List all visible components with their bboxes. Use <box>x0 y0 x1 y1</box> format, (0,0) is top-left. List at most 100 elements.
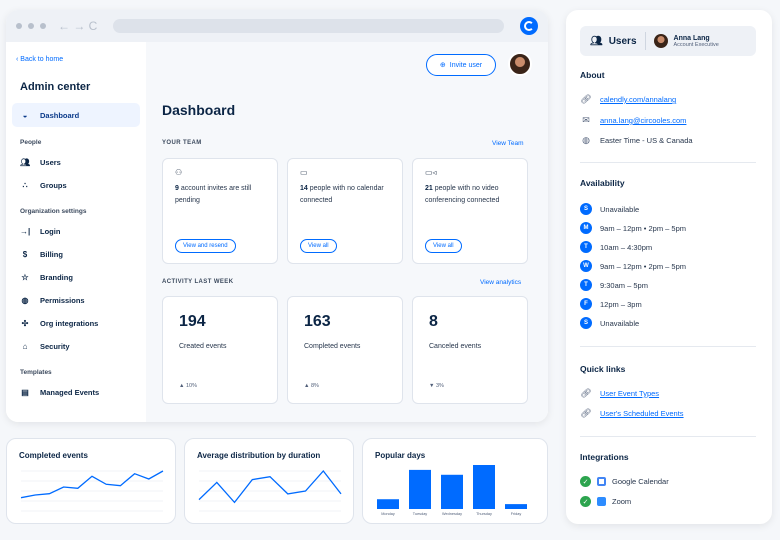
team-card-desc: people with no video conferencing connec… <box>425 185 500 204</box>
divider <box>580 436 756 437</box>
google-calendar-icon <box>597 477 606 486</box>
sidebar-item-label: Login <box>40 226 61 236</box>
panel-header: 👥︎ Users Anna Lang Account Executive <box>580 26 756 56</box>
sidebar-item-managed-events[interactable]: ▤ Managed Events <box>12 381 140 403</box>
tick-label: Thursday <box>476 512 492 516</box>
bar-monday <box>377 499 399 509</box>
add-user-icon: ⊕ <box>439 62 446 69</box>
window-dot[interactable] <box>40 23 46 29</box>
sidebar-item-groups[interactable]: ∴ Groups <box>12 174 140 196</box>
website-link[interactable]: calendly.com/annalang <box>600 95 677 104</box>
email-link[interactable]: anna.lang@circooles.com <box>600 116 687 125</box>
star-icon: ☆ <box>21 272 29 282</box>
availability-heading: Availability <box>580 178 625 188</box>
sidebar-item-label: Groups <box>40 180 67 190</box>
sidebar-item-org-integrations[interactable]: ✣ Org integrations <box>12 312 140 334</box>
sidebar-item-security[interactable]: ⌂ Security <box>12 335 140 357</box>
day-badge: W <box>580 260 592 272</box>
view-and-resend-button[interactable]: View and resend <box>175 239 236 253</box>
user-identity: Anna Lang Account Executive <box>674 35 719 48</box>
integrations-icon: ✣ <box>21 318 29 328</box>
quick-links-heading: Quick links <box>580 364 626 374</box>
avatar[interactable] <box>508 52 532 76</box>
tick-label: Friday <box>511 512 522 516</box>
stat-label: Canceled events <box>429 343 482 350</box>
sidebar-item-label: Org integrations <box>40 318 99 328</box>
team-card-desc: account invites are still pending <box>175 185 252 204</box>
link-icon: 🔗︎ <box>580 408 592 418</box>
stat-label: Created events <box>179 343 227 350</box>
window-dot[interactable] <box>16 23 22 29</box>
sidebar-item-label: Users <box>40 157 61 167</box>
team-card-video: ▭◃ 21 people with no video conferencing … <box>412 158 528 264</box>
activity-label: ACTIVITY LAST WEEK <box>162 279 234 285</box>
stat-trend: ▲ 8% <box>304 383 319 389</box>
email-row[interactable]: ✉ anna.lang@circooles.com <box>580 115 686 126</box>
user-event-types-link[interactable]: User Event Types <box>600 389 660 398</box>
users-icon: 👥︎ <box>20 157 31 167</box>
sidebar-item-label: Dashboard <box>40 110 80 120</box>
quick-link-row[interactable]: 🔗︎ User's Scheduled Events <box>580 408 684 419</box>
availability-hours: 9am – 12pm • 2pm – 5pm <box>600 261 687 271</box>
sidebar-item-login[interactable]: →| Login <box>12 220 140 242</box>
chart-title: Popular days <box>375 451 426 460</box>
sidebar-item-label: Security <box>40 341 70 351</box>
address-bar[interactable] <box>113 19 504 33</box>
sidebar-item-dashboard[interactable]: ◒ Dashboard <box>12 103 140 127</box>
sidebar-item-branding[interactable]: ☆ Branding <box>12 266 140 288</box>
team-card-text: 21 people with no video conferencing con… <box>425 183 521 207</box>
view-all-button[interactable]: View all <box>300 239 337 253</box>
series-line <box>198 469 342 504</box>
popular-days-svg: Monday Tuesday Wednesday Thursday Friday <box>377 465 527 516</box>
user-role: Account Executive <box>673 41 719 48</box>
sidebar-item-label: Branding <box>40 272 73 282</box>
view-analytics-link[interactable]: View analytics <box>480 279 522 286</box>
back-label[interactable]: Back to home <box>20 56 64 63</box>
stat-card-created: 194 Created events ▲ 10% <box>162 296 278 404</box>
team-card-desc: people with no calendar connected <box>300 185 384 204</box>
stat-trend: ▲ 10% <box>179 383 197 389</box>
users-heading: 👥︎ Users <box>590 36 637 47</box>
availability-hours: Unavailable <box>600 204 640 214</box>
check-icon: ✓ <box>580 496 591 507</box>
chart-title: Average distribution by duration <box>197 451 321 460</box>
dashboard-icon: ◒ <box>22 110 28 120</box>
browser-nav-icons[interactable]: ← → C <box>58 19 98 33</box>
sidebar-item-users[interactable]: 👥︎ Users <box>12 151 140 173</box>
availability-row: M 9am – 12pm • 2pm – 5pm <box>580 222 686 234</box>
main-content: ⊕ Invite user Dashboard YOUR TEAM View Te… <box>146 42 548 422</box>
link-icon: 🔗︎ <box>580 388 592 398</box>
divider <box>644 32 646 50</box>
users-icon: 👥︎ <box>590 35 603 47</box>
view-all-button[interactable]: View all <box>425 239 462 253</box>
stat-value: 8 <box>429 313 438 330</box>
integration-name: Zoom <box>612 497 632 506</box>
page-title: Dashboard <box>162 102 236 118</box>
tick-label: Tuesday <box>413 512 428 516</box>
person-icon: ⚇ <box>175 168 183 177</box>
section-people: People <box>20 139 42 146</box>
dollar-icon: $ <box>22 249 28 259</box>
quick-link-row[interactable]: 🔗︎ User Event Types <box>580 388 659 399</box>
view-team-link[interactable]: View Team <box>492 140 524 147</box>
sidebar: ‹ Back to home Admin center ◒ Dashboard P… <box>6 42 146 422</box>
stat-card-completed: 163 Completed events ▲ 8% <box>287 296 403 404</box>
availability-row: S Unavailable <box>580 317 639 329</box>
sidebar-item-billing[interactable]: $ Billing <box>12 243 140 265</box>
team-card-count: 14 <box>300 185 308 192</box>
admin-center-title: Admin center <box>20 81 91 93</box>
lock-icon: ⌂ <box>22 341 28 351</box>
bar-tuesday <box>409 469 431 509</box>
scheduled-events-link[interactable]: User's Scheduled Events <box>600 409 684 418</box>
sidebar-item-permissions[interactable]: ◍ Permissions <box>12 289 140 311</box>
divider <box>580 346 756 347</box>
invite-user-button[interactable]: ⊕ Invite user <box>426 54 496 76</box>
day-badge: F <box>580 298 592 310</box>
window-dot[interactable] <box>28 23 34 29</box>
user-details-panel: 👥︎ Users Anna Lang Account Executive Abou… <box>566 10 772 524</box>
back-to-home-link[interactable]: ‹ Back to home <box>16 56 64 63</box>
stat-value: 163 <box>304 313 331 330</box>
website-row[interactable]: 🔗︎ calendly.com/annalang <box>580 94 676 105</box>
series-line <box>20 470 164 499</box>
chart-grid <box>199 470 341 512</box>
